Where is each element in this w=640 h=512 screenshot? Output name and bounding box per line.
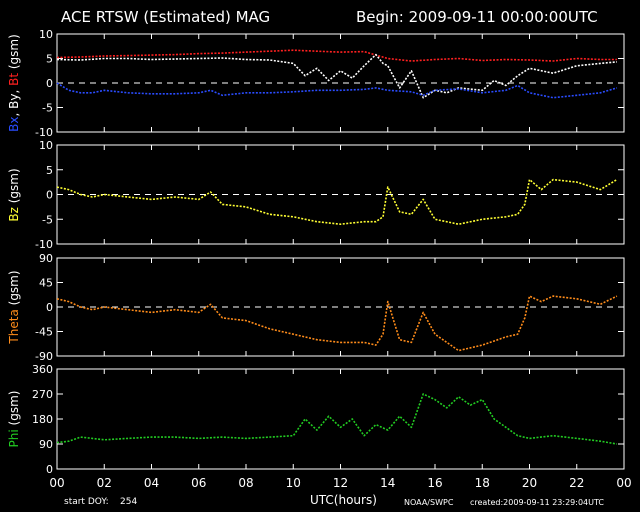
x-axis-title: UTC(hours) xyxy=(310,493,377,507)
x-tick-label-6: 12 xyxy=(333,476,348,490)
y-tick-label-bz-3: 5 xyxy=(46,164,53,177)
x-tick-label-0: 00 xyxy=(49,476,64,490)
y-axis-label-part: (gsm) xyxy=(7,390,21,430)
y-tick-label-bz-4: 10 xyxy=(39,139,53,152)
x-tick-label-3: 06 xyxy=(191,476,206,490)
series-by xyxy=(56,53,617,99)
y-axis-label-bxyt: Bx, By, Bt (gsm) xyxy=(7,34,21,132)
y-axis-label-part: Bz xyxy=(7,206,21,222)
start-doy-label: start DOY: xyxy=(64,497,109,507)
y-tick-label-bxyt-1: -5 xyxy=(42,102,53,115)
begin-label: Begin: xyxy=(356,8,404,26)
y-tick-label-theta-1: -45 xyxy=(35,326,53,339)
y-tick-label-bxyt-3: 5 xyxy=(46,53,53,66)
y-tick-label-bxyt-0: -10 xyxy=(35,126,53,139)
y-tick-label-theta-3: 45 xyxy=(39,277,53,290)
x-tick-label-1: 02 xyxy=(97,476,112,490)
y-tick-label-phi-0: 0 xyxy=(46,463,53,476)
y-tick-label-phi-1: 90 xyxy=(39,438,53,451)
panel-frame-theta xyxy=(56,257,625,357)
panel-frame-bxyt xyxy=(56,33,625,133)
x-tick-label-5: 10 xyxy=(286,476,301,490)
y-tick-label-phi-2: 180 xyxy=(32,413,53,426)
x-tick-label-10: 20 xyxy=(522,476,537,490)
chart-title: ACE RTSW (Estimated) MAG xyxy=(61,8,271,26)
y-axis-label-part: (gsm) xyxy=(7,167,21,207)
x-tick-label-2: 04 xyxy=(144,476,159,490)
panel-frame-bz xyxy=(56,144,625,245)
series-theta xyxy=(56,295,618,352)
begin-value: 2009-09-11 00:00:00UTC xyxy=(408,8,598,26)
y-tick-label-phi-4: 360 xyxy=(32,363,53,376)
begin-time: Begin: 2009-09-11 00:00:00UTC xyxy=(356,8,598,26)
agency-label: NOAA/SWPC xyxy=(404,498,454,507)
y-axis-label-part: Bx xyxy=(7,116,21,132)
y-tick-label-bz-1: -5 xyxy=(42,213,53,226)
x-tick-label-11: 22 xyxy=(569,476,584,490)
series-phi xyxy=(56,393,618,445)
y-axis-label-part: Phi xyxy=(7,429,21,448)
x-tick-label-8: 16 xyxy=(427,476,442,490)
y-tick-label-theta-4: 90 xyxy=(39,252,53,265)
y-axis-label-part: (gsm) xyxy=(7,34,21,73)
x-tick-label-9: 18 xyxy=(475,476,490,490)
y-tick-label-phi-3: 270 xyxy=(32,388,53,401)
y-axis-label-bz: Bz (gsm) xyxy=(7,168,21,221)
y-axis-label-phi: Phi (gsm) xyxy=(7,391,21,448)
series-bt xyxy=(56,49,617,62)
y-tick-label-bz-0: -10 xyxy=(35,238,53,251)
y-axis-label-part: Theta xyxy=(7,309,21,344)
series-bz xyxy=(56,178,618,225)
y-axis-label-part: , By, xyxy=(7,85,21,117)
created-timestamp: created:2009-09-11 23:29:04UTC xyxy=(470,498,604,507)
series-bx xyxy=(56,82,618,99)
y-axis-label-part: Bt xyxy=(7,72,21,86)
y-tick-label-bz-2: 0 xyxy=(46,189,53,202)
start-doy-value: 254 xyxy=(120,497,138,507)
x-tick-label-7: 14 xyxy=(380,476,395,490)
y-tick-label-theta-2: 0 xyxy=(46,301,53,314)
y-tick-label-bxyt-2: 0 xyxy=(46,77,53,90)
x-tick-label-12: 00 xyxy=(616,476,631,490)
y-axis-label-part: (gsm) xyxy=(7,270,21,310)
x-tick-label-4: 08 xyxy=(238,476,253,490)
y-axis-label-theta: Theta (gsm) xyxy=(7,270,21,343)
panel-frame-phi xyxy=(56,368,625,470)
y-tick-label-bxyt-4: 10 xyxy=(39,28,53,41)
y-tick-label-theta-0: -90 xyxy=(35,350,53,363)
